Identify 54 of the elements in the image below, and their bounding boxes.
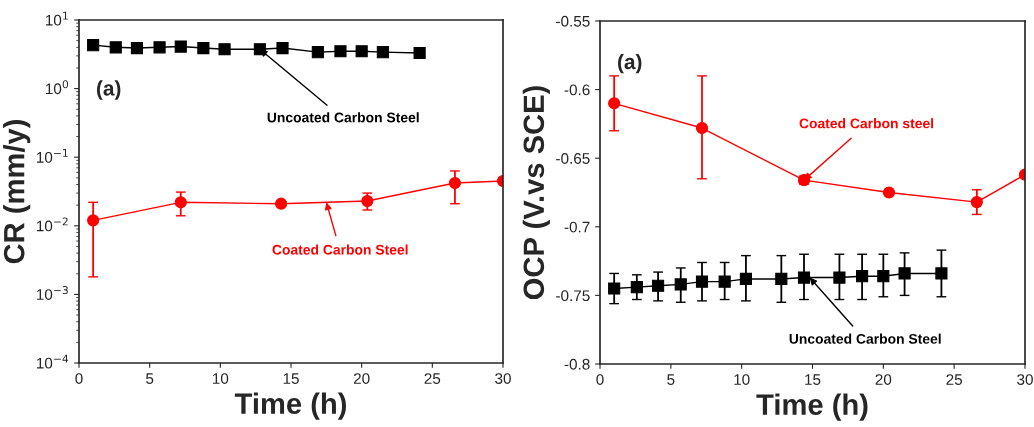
- point: [355, 45, 368, 58]
- annotation: Coated Carbon Steel: [272, 244, 408, 255]
- y-tick-label: 10$^{−2}$: [36, 217, 68, 232]
- point: [311, 46, 324, 59]
- point: [833, 271, 846, 284]
- point: [87, 39, 100, 52]
- y-axis-title: CR (mm/y): [3, 120, 31, 264]
- x-tick-label: 25: [424, 373, 441, 384]
- point: [174, 40, 187, 53]
- point: [898, 267, 911, 280]
- x-tick-label: 15: [805, 374, 821, 385]
- x-tick-label: 30: [1017, 374, 1033, 385]
- y-tick-label: -0.55: [556, 15, 590, 27]
- annotation: Uncoated Carbon Steel: [789, 333, 941, 344]
- point: [109, 41, 122, 54]
- point: [935, 267, 948, 280]
- x-axis-title: Time (h): [234, 392, 347, 420]
- x-tick-label: 30: [495, 373, 511, 384]
- y-axis-title: OCP (V.vs SCE): [522, 86, 550, 300]
- point: [275, 197, 288, 210]
- point: [882, 186, 896, 199]
- y-tick-label: -0.65: [556, 153, 590, 164]
- y-tick-label: 10$^{−3}$: [36, 286, 68, 300]
- x-axis-title: Time (h): [756, 393, 868, 421]
- x-tick-label: 5: [146, 373, 154, 384]
- x-tick-label: 15: [283, 373, 299, 384]
- point: [334, 45, 347, 58]
- y-tick-label: 10$^{1}$: [46, 11, 68, 26]
- y-tick-label: -0.75: [556, 290, 590, 302]
- y-tick-label: 10$^{−1}$: [36, 148, 68, 163]
- x-tick-label: 10: [734, 374, 750, 385]
- x-tick-label: 10: [213, 373, 229, 384]
- y-tick-label: 10$^{0}$: [46, 80, 69, 95]
- annotation: Uncoated Carbon Steel: [267, 112, 419, 123]
- y-tick-label: -0.6: [564, 84, 590, 96]
- y-tick-label: -0.7: [564, 221, 590, 233]
- annotation: Coated Carbon steel: [799, 118, 934, 129]
- point: [376, 46, 389, 59]
- y-tick-label: -0.8: [564, 358, 590, 370]
- y-tick-label: 10$^{−4}$: [36, 354, 69, 369]
- annotation: (a): [618, 53, 642, 74]
- x-tick-label: 20: [353, 373, 370, 384]
- point: [413, 46, 426, 60]
- point: [197, 41, 210, 55]
- annotation: (a): [97, 80, 121, 100]
- x-tick-label: 0: [596, 374, 604, 385]
- point: [276, 41, 289, 55]
- point: [218, 43, 231, 56]
- point: [130, 41, 144, 55]
- point: [153, 41, 166, 54]
- x-tick-label: 20: [875, 374, 892, 385]
- x-tick-label: 25: [946, 374, 963, 385]
- x-tick-label: 5: [667, 374, 675, 385]
- x-tick-label: 0: [75, 373, 83, 384]
